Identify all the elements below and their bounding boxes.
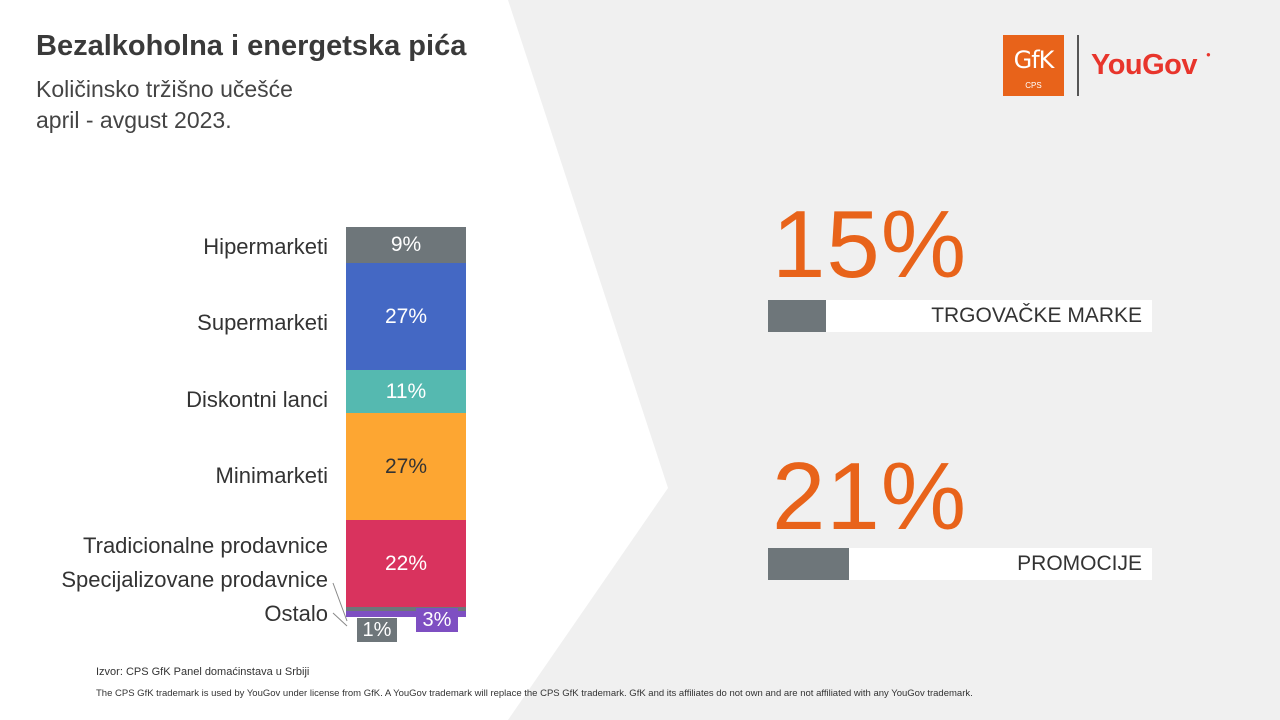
bar-segment-supermarketi: 27%: [346, 263, 466, 370]
subtitle-period: april - avgust 2023.: [36, 107, 232, 133]
bar-value-label-specijalizovane: 1%: [357, 618, 397, 642]
kpi-value-private-label: 15%: [772, 191, 968, 298]
source-note: Izvor: CPS GfK Panel domaćinstava u Srbi…: [96, 666, 310, 678]
bar-value-label-ostalo: 3%: [416, 608, 458, 632]
category-label-ostalo: Ostalo: [264, 601, 328, 626]
category-label-tradicionalne: Tradicionalne prodavnice: [83, 533, 328, 558]
logo-divider: [1077, 35, 1079, 96]
category-label-supermarketi: Supermarketi: [197, 310, 328, 335]
kpi-fill-private-label: [768, 300, 826, 332]
bar-value-label-hipermarketi: 9%: [390, 233, 422, 256]
leader-line-specijalizovane: [332, 582, 348, 622]
bar-segment-diskontni-lanci: 11%: [346, 370, 466, 413]
bar-segment-hipermarketi: 9%: [346, 227, 466, 263]
bar-value-label-minimarketi: 27%: [384, 454, 428, 478]
bar-segment-tradicionalne: 22%: [346, 520, 466, 607]
kpi-label-private-label: TRGOVAČKE MARKE: [931, 304, 1142, 327]
subtitle-metric: Količinsko tržišno učešće: [36, 76, 293, 102]
category-label-specijalizovane: Specijalizovane prodavnice: [61, 567, 328, 592]
bar-segment-specijalizovane: [346, 607, 466, 611]
kpi-label-promotions: PROMOCIJE: [1017, 552, 1142, 575]
category-label-diskontni-lanci: Diskontni lanci: [186, 387, 328, 412]
bar-segment-ostalo: [346, 611, 466, 617]
bar-value-label-tradicionalne: 22%: [384, 551, 428, 575]
kpi-fill-promotions: [768, 548, 849, 580]
category-label-minimarketi: Minimarketi: [215, 463, 328, 488]
page-title: Bezalkoholna i energetska pića: [36, 30, 467, 62]
page-subtitle: Količinsko tržišno učešće april - avgust…: [36, 74, 293, 136]
gfk-logo-text: GfK: [1013, 46, 1055, 74]
bar-value-label-diskontni-lanci: 11%: [385, 379, 427, 403]
yougov-logo-mark: ●: [1206, 50, 1211, 59]
category-label-hipermarketi: Hipermarketi: [203, 234, 328, 259]
kpi-bar-promotions: PROMOCIJE: [768, 548, 1152, 580]
gfk-logo: GfK CPS: [1003, 35, 1064, 96]
kpi-value-promotions: 21%: [772, 443, 968, 550]
bar-value-label-supermarketi: 27%: [384, 304, 428, 328]
bar-segment-minimarketi: 27%: [346, 413, 466, 520]
gfk-logo-sub: CPS: [1025, 81, 1042, 90]
kpi-bar-private-label: TRGOVAČKE MARKE: [768, 300, 1152, 332]
leader-line-ostalo: [332, 612, 348, 627]
yougov-logo: YouGov: [1091, 49, 1198, 81]
trademark-disclaimer: The CPS GfK trademark is used by YouGov …: [96, 688, 973, 699]
